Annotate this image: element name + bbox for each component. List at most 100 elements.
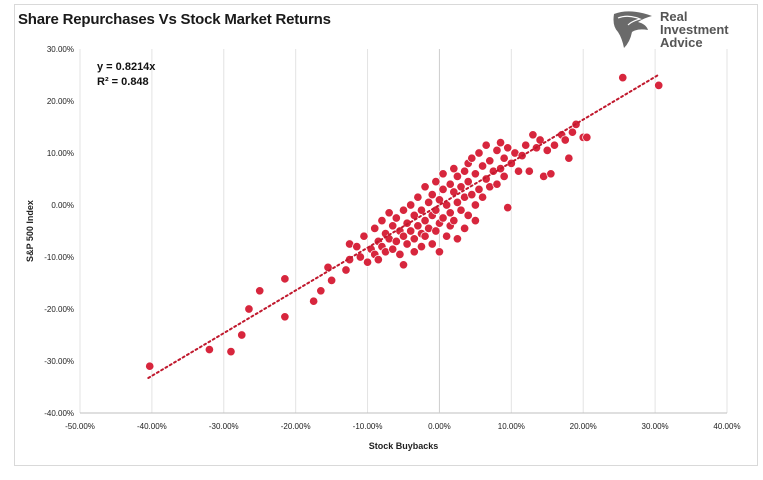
data-point [280, 312, 290, 322]
data-point [237, 330, 247, 340]
data-point [560, 135, 570, 145]
data-point [427, 239, 437, 249]
data-point [449, 187, 459, 197]
x-tick-label: 10.00% [498, 422, 525, 431]
data-point [503, 203, 513, 213]
data-point [463, 210, 473, 220]
data-point [492, 179, 502, 189]
data-point [413, 192, 423, 202]
data-point [309, 296, 319, 306]
data-point [434, 247, 444, 257]
data-point [280, 274, 290, 284]
data-point [618, 73, 628, 83]
data-point [388, 244, 398, 254]
data-point [431, 226, 441, 236]
x-axis-title: Stock Buybacks [369, 441, 439, 451]
data-point [370, 223, 380, 233]
data-point [442, 231, 452, 241]
data-point [244, 304, 254, 314]
data-point [460, 166, 470, 176]
data-point [478, 192, 488, 202]
y-axis-title: S&P 500 Index [25, 200, 35, 262]
brand-logo-text: Real Investment Advice [660, 10, 729, 49]
trendline [147, 73, 660, 379]
x-tick-label: -20.00% [281, 422, 311, 431]
data-point [499, 153, 509, 163]
data-point [513, 166, 524, 176]
data-point [445, 179, 455, 189]
regression-annotation: y = 0.8214x R² = 0.848 [97, 60, 155, 90]
data-point [352, 242, 362, 252]
y-tick-label: -10.00% [44, 253, 74, 262]
data-point [495, 138, 506, 148]
data-point [204, 345, 214, 355]
data-point [434, 195, 444, 205]
data-point [416, 205, 427, 215]
data-point [567, 127, 577, 137]
data-point [438, 169, 448, 179]
data-point [546, 169, 556, 179]
x-tick-label: -10.00% [353, 422, 383, 431]
data-point [398, 260, 409, 270]
data-point [413, 221, 423, 231]
x-tick-label: 20.00% [570, 422, 597, 431]
r-squared-value: R² = 0.848 [97, 76, 149, 88]
x-tick-label: 0.00% [428, 422, 451, 431]
data-point [503, 143, 513, 153]
y-tick-label: 0.00% [51, 201, 74, 210]
data-point [395, 249, 405, 259]
data-point [409, 234, 419, 244]
data-point [424, 197, 434, 207]
data-point [521, 140, 531, 150]
data-point [467, 153, 477, 163]
data-point [431, 177, 441, 187]
data-point [442, 200, 452, 210]
x-tick-label: -30.00% [209, 422, 239, 431]
y-tick-label: 10.00% [47, 149, 74, 158]
y-tick-label: -30.00% [44, 357, 74, 366]
data-point [402, 239, 412, 249]
x-tick-label: 40.00% [713, 422, 740, 431]
data-point [226, 347, 236, 357]
data-point [654, 80, 664, 90]
brand-line-3: Advice [660, 35, 703, 50]
data-point [456, 205, 466, 215]
data-point [327, 275, 337, 285]
data-point [391, 236, 401, 246]
y-tick-label: 30.00% [47, 45, 74, 54]
data-point [373, 255, 383, 265]
data-point [499, 171, 509, 181]
regression-equation: y = 0.8214x [97, 61, 156, 73]
brand-line-1: Real [660, 9, 688, 24]
data-point [416, 242, 427, 252]
eagle-head-icon [613, 11, 652, 48]
data-point [420, 231, 430, 241]
data-point [398, 205, 409, 215]
data-point [452, 234, 462, 244]
data-point [542, 145, 552, 155]
data-point [388, 221, 398, 231]
y-tick-label: -40.00% [44, 409, 74, 418]
data-point [438, 184, 448, 194]
data-point [452, 171, 462, 181]
data-point [470, 216, 480, 226]
data-point [445, 208, 455, 218]
data-point [467, 190, 477, 200]
data-point [452, 197, 462, 207]
x-tick-label: 30.00% [642, 422, 669, 431]
x-tick-label: -50.00% [65, 422, 95, 431]
data-point [398, 231, 409, 241]
data-point [255, 286, 265, 296]
data-point [528, 130, 538, 140]
data-point [478, 161, 488, 171]
data-point [460, 223, 470, 233]
y-tick-label: 20.00% [47, 97, 74, 106]
data-point [406, 200, 416, 210]
data-point [481, 140, 491, 150]
x-tick-label: -40.00% [137, 422, 167, 431]
data-point [427, 190, 437, 200]
data-point [316, 286, 326, 296]
y-tick-label: -20.00% [44, 305, 74, 314]
data-point [463, 177, 473, 187]
